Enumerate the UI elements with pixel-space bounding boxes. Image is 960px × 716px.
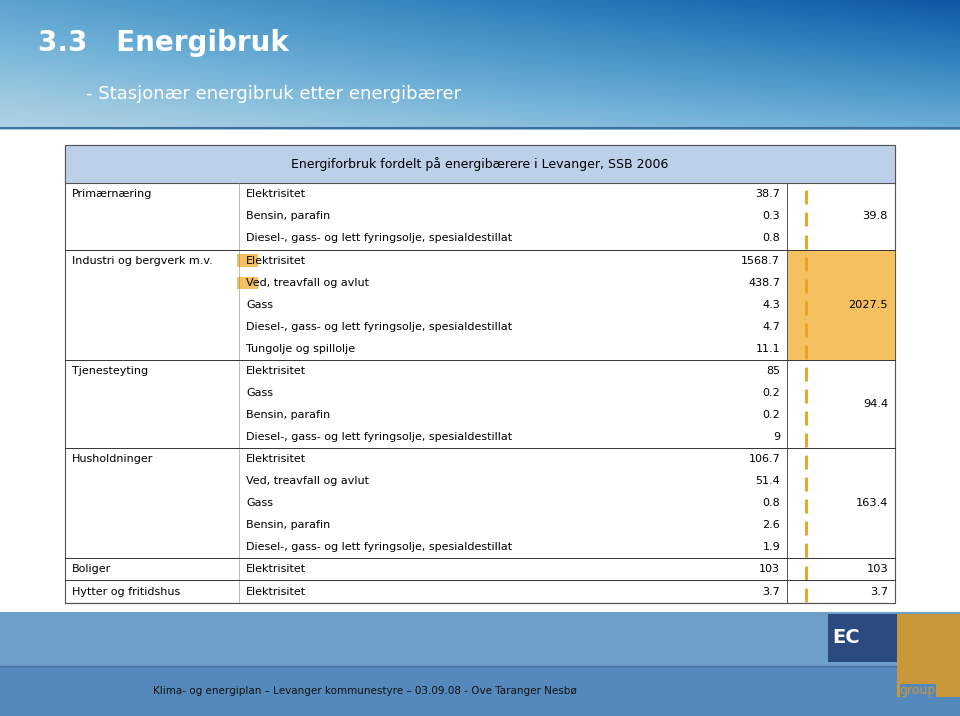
Text: 9: 9 xyxy=(773,432,780,442)
Text: 2.6: 2.6 xyxy=(762,521,780,531)
Text: Bensin, parafin: Bensin, parafin xyxy=(246,521,330,531)
Text: Tjenesteyting: Tjenesteyting xyxy=(72,366,148,376)
Text: Elektrisitet: Elektrisitet xyxy=(246,256,306,266)
Bar xyxy=(65,145,895,183)
Text: Tungolje og spillolje: Tungolje og spillolje xyxy=(246,344,355,354)
Text: Energiforbruk fordelt på energibærere i Levanger, SSB 2006: Energiforbruk fordelt på energibærere i … xyxy=(291,157,669,171)
Text: 51.4: 51.4 xyxy=(756,476,780,486)
Text: Hytter og fritidshus: Hytter og fritidshus xyxy=(72,586,180,596)
Text: Gass: Gass xyxy=(246,388,274,398)
Text: Gass: Gass xyxy=(246,498,274,508)
Bar xyxy=(65,145,895,603)
Text: Boliger: Boliger xyxy=(72,564,111,574)
Text: Klima- og energiplan – Levanger kommunestyre – 03.09.08 - Ove Taranger Nesbø: Klima- og energiplan – Levanger kommunes… xyxy=(153,686,577,696)
Text: Elektrisitet: Elektrisitet xyxy=(246,189,306,199)
Text: Elektrisitet: Elektrisitet xyxy=(246,366,306,376)
Bar xyxy=(897,614,960,697)
Text: 94.4: 94.4 xyxy=(863,399,888,409)
Text: 11.1: 11.1 xyxy=(756,344,780,354)
Text: 2027.5: 2027.5 xyxy=(849,300,888,310)
Bar xyxy=(787,249,895,360)
Text: 0.8: 0.8 xyxy=(762,498,780,508)
Text: 38.7: 38.7 xyxy=(756,189,780,199)
Text: EC: EC xyxy=(832,628,860,647)
Bar xyxy=(828,614,897,662)
Text: Ved, treavfall og avlut: Ved, treavfall og avlut xyxy=(246,476,370,486)
Text: 85: 85 xyxy=(766,366,780,376)
Text: Primærnæring: Primærnæring xyxy=(72,189,153,199)
Text: 0.2: 0.2 xyxy=(762,410,780,420)
Text: 106.7: 106.7 xyxy=(749,454,780,464)
Text: Gass: Gass xyxy=(246,300,274,310)
Bar xyxy=(0,612,960,666)
Text: Diesel-, gass- og lett fyringsolje, spesialdestillat: Diesel-, gass- og lett fyringsolje, spes… xyxy=(246,233,513,243)
Text: 0.3: 0.3 xyxy=(762,211,780,221)
Text: 1568.7: 1568.7 xyxy=(741,256,780,266)
Text: 0.8: 0.8 xyxy=(762,233,780,243)
Text: 3.3   Energibruk: 3.3 Energibruk xyxy=(38,29,289,57)
Text: Bensin, parafin: Bensin, parafin xyxy=(246,410,330,420)
Text: 1.9: 1.9 xyxy=(762,543,780,552)
Text: Bensin, parafin: Bensin, parafin xyxy=(246,211,330,221)
Text: - Stasjonær energibruk etter energibærer: - Stasjonær energibruk etter energibærer xyxy=(86,84,462,102)
Text: 39.8: 39.8 xyxy=(863,211,888,221)
Text: Industri og bergverk m.v.: Industri og bergverk m.v. xyxy=(72,256,213,266)
Text: 0.2: 0.2 xyxy=(762,388,780,398)
Text: Ved, treavfall og avlut: Ved, treavfall og avlut xyxy=(246,278,370,288)
Bar xyxy=(236,254,257,266)
Text: 103: 103 xyxy=(866,564,888,574)
Bar xyxy=(0,666,960,716)
Text: Diesel-, gass- og lett fyringsolje, spesialdestillat: Diesel-, gass- og lett fyringsolje, spes… xyxy=(246,543,513,552)
Text: Diesel-, gass- og lett fyringsolje, spesialdestillat: Diesel-, gass- og lett fyringsolje, spes… xyxy=(246,432,513,442)
Text: Elektrisitet: Elektrisitet xyxy=(246,564,306,574)
Text: 163.4: 163.4 xyxy=(855,498,888,508)
Text: 4.3: 4.3 xyxy=(762,300,780,310)
Text: 103: 103 xyxy=(759,564,780,574)
Text: 438.7: 438.7 xyxy=(748,278,780,288)
Text: 4.7: 4.7 xyxy=(762,321,780,332)
Text: 3.7: 3.7 xyxy=(870,586,888,596)
Text: group: group xyxy=(900,684,936,697)
Text: Elektrisitet: Elektrisitet xyxy=(246,454,306,464)
Text: Diesel-, gass- og lett fyringsolje, spesialdestillat: Diesel-, gass- og lett fyringsolje, spes… xyxy=(246,321,513,332)
Text: 3.7: 3.7 xyxy=(762,586,780,596)
Bar xyxy=(236,276,257,289)
Text: Husholdninger: Husholdninger xyxy=(72,454,154,464)
Text: Elektrisitet: Elektrisitet xyxy=(246,586,306,596)
